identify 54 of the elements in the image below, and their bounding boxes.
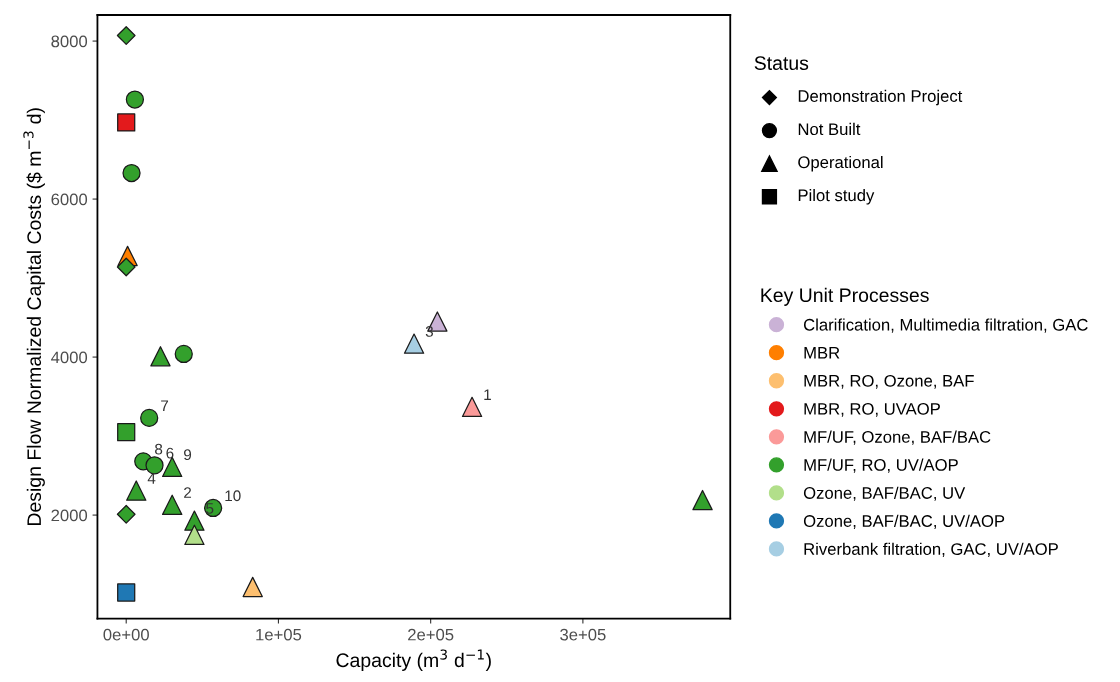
point <box>184 510 205 531</box>
legend-label: Clarification, Multimedia filtration, GAC <box>803 318 1088 333</box>
annotation: 5 <box>206 503 214 514</box>
legend-label: MBR, RO, UVAOP <box>804 402 940 417</box>
y-tick-label: 8000 <box>51 35 88 48</box>
legend-label: MF/UF, RO, UV/AOP <box>804 458 958 473</box>
annotation: 6 <box>166 447 174 459</box>
point <box>116 26 136 45</box>
point <box>174 344 193 364</box>
legend-label: Ozone, BAF/BAC, UV/AOP <box>803 514 1005 529</box>
legend-label: Ozone, BAF/BAC, UV <box>803 486 966 501</box>
legend-label: MF/UF, Ozone, BAF/BAC <box>804 430 991 445</box>
annotation: 9 <box>184 449 192 461</box>
legend-label: MBR, RO, Ozone, BAF <box>804 374 974 389</box>
text: Operational <box>798 155 883 172</box>
x-tick-label: 2e+05 <box>408 628 454 641</box>
point <box>117 583 136 602</box>
point <box>692 489 713 511</box>
point <box>117 113 136 132</box>
annotation: 10 <box>225 490 241 502</box>
x-axis-title: Capacity (m$^{3}$ d$^{−1}$) <box>336 649 491 671</box>
legend-title: Key Unit Processes <box>761 287 929 306</box>
legend-label: Riverbank filtration, GAC, UV/AOP <box>804 542 1058 557</box>
point <box>116 504 136 524</box>
point <box>145 456 164 475</box>
y-axis-title: Design Flow Normalized Capital Costs ($ m$^{−3}$ d) <box>23 108 45 525</box>
point <box>150 346 171 367</box>
annotation: 8 <box>155 443 163 455</box>
point <box>461 396 483 418</box>
point <box>161 494 183 516</box>
annotation: 7 <box>161 400 169 411</box>
y-tick-label: 2000 <box>51 509 88 522</box>
point <box>184 524 205 546</box>
point <box>126 480 147 501</box>
point <box>403 333 425 354</box>
y-tick-label: 4000 <box>51 351 88 364</box>
legend-label: MBR <box>804 347 840 359</box>
text: Pilot study <box>798 188 875 205</box>
annotation: 1 <box>484 389 491 400</box>
text: Status <box>754 56 809 71</box>
point <box>117 423 136 442</box>
y-tick-label: 6000 <box>51 193 88 206</box>
point <box>125 90 145 109</box>
text: Not Built <box>798 122 861 136</box>
annotation: 4 <box>147 473 156 484</box>
point <box>116 257 136 277</box>
x-tick-label: 3e+05 <box>560 628 606 641</box>
point <box>140 408 159 428</box>
point <box>122 163 141 183</box>
annotation: 2 <box>184 487 192 498</box>
x-tick-label: 0e+00 <box>103 628 149 641</box>
text: Demonstration Project <box>798 89 963 106</box>
point <box>242 576 263 598</box>
x-tick-label: 1e+05 <box>256 628 302 641</box>
